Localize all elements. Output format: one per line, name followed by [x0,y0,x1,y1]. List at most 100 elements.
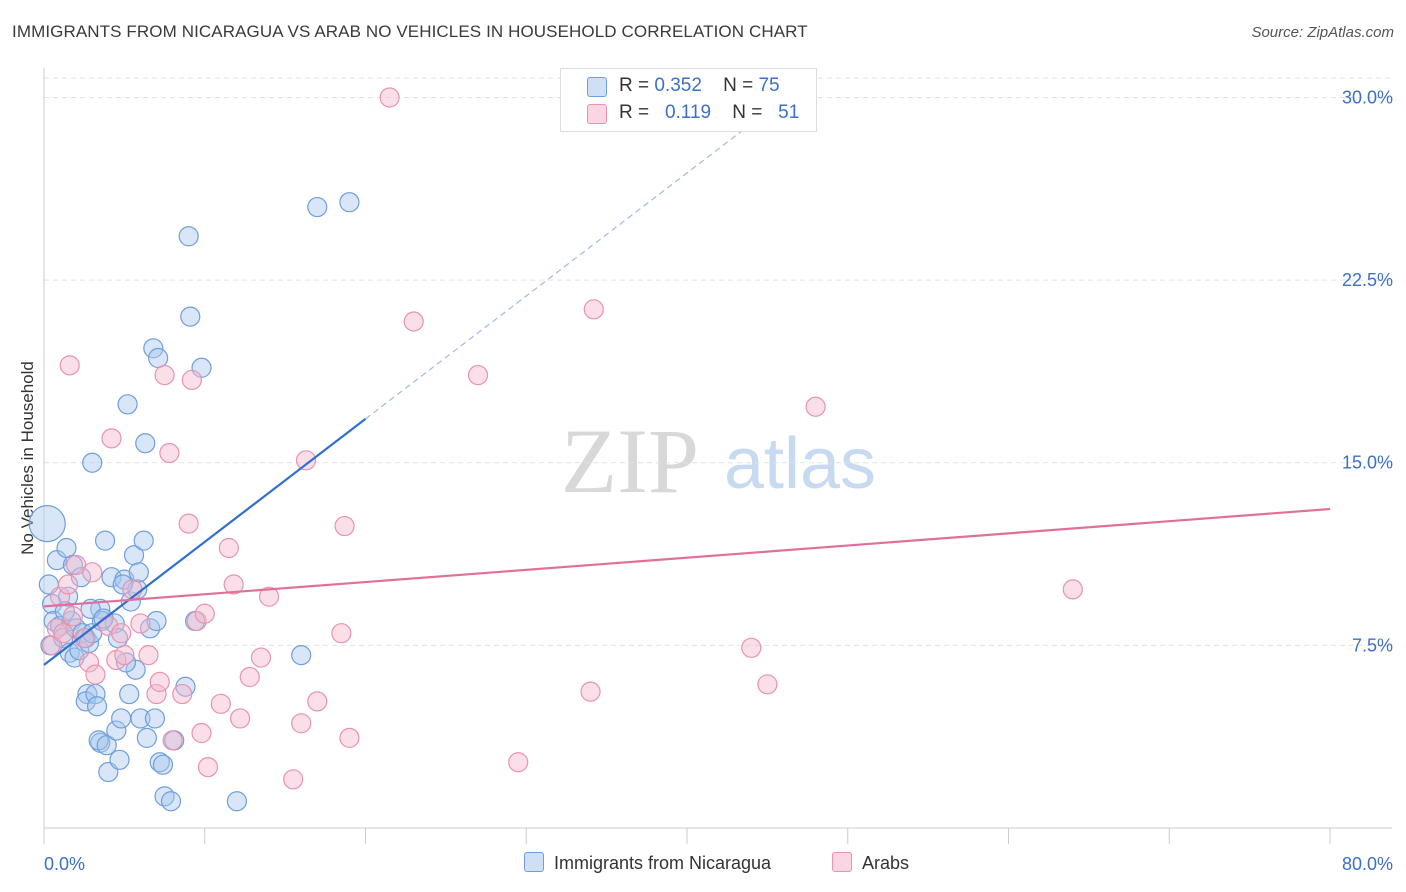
point-nicaragua [178,226,199,247]
point-nicaragua [226,791,247,812]
point-arabs [403,311,424,332]
legend-swatch-blue [587,77,607,97]
point-nicaragua [117,394,138,415]
point-arabs [508,752,529,773]
source-credit: Source: ZipAtlas.com [1251,24,1394,41]
point-arabs [757,674,778,695]
point-arabs [74,627,95,649]
legend-n-value: 51 [778,102,800,123]
point-arabs [580,681,601,702]
axes-layer [43,68,1392,844]
point-arabs [210,693,231,714]
point-arabs [172,683,193,705]
point-arabs [82,562,103,583]
point-nicaragua [160,791,182,812]
point-nicaragua [133,530,154,551]
trend-line-nicaragua [43,418,367,666]
point-arabs [339,727,360,749]
point-nicaragua [307,196,328,218]
bottom-legend-label: Arabs [862,853,910,873]
point-arabs [239,666,260,688]
point-arabs [191,722,212,744]
point-nicaragua [109,749,130,770]
points-layer [28,87,1083,812]
bottom-legend-swatch-blue [524,852,544,872]
y-tick-label: 15.0% [1342,453,1393,473]
point-arabs [741,637,762,658]
point-nicaragua [86,696,108,717]
point-nicaragua [339,192,360,213]
point-arabs [334,515,355,537]
bottom-legend-arabs: Arabs [832,852,909,874]
point-nicaragua [70,567,92,588]
point-arabs [250,647,272,668]
point-arabs [467,364,489,386]
point-nicaragua [28,505,66,543]
point-nicaragua [180,306,201,327]
y-tick-label: 30.0% [1342,87,1393,107]
point-arabs [114,645,135,666]
point-arabs [331,623,352,644]
point-arabs [154,364,175,386]
legend-r-value: 0.119 [664,102,712,123]
legend-n-label: N = [723,75,754,96]
point-arabs [258,586,280,607]
point-nicaragua [130,708,151,729]
bottom-legend-label: Immigrants from Nicaragua [554,853,772,873]
point-arabs [805,396,826,417]
point-nicaragua [152,754,174,775]
point-arabs [149,671,170,692]
point-arabs [59,355,80,376]
legend-n-value: 75 [758,75,780,96]
legend-r-value: 0.352 [654,75,702,96]
bottom-legend-swatch-pink [832,852,852,872]
point-nicaragua [149,752,170,773]
x-tick-label: 0.0% [44,854,85,874]
point-nicaragua [82,452,103,473]
point-arabs [78,652,100,673]
trend-layer [43,111,1331,666]
point-arabs [223,574,244,595]
point-arabs [1062,579,1083,600]
watermark-zip: ZIP [561,410,699,512]
point-arabs [379,87,400,108]
watermark-atlas: atlas [724,424,876,504]
point-nicaragua [128,562,149,583]
point-arabs [146,683,167,705]
point-nicaragua [112,574,133,595]
trend-line-arabs [43,507,1331,608]
point-nicaragua [136,727,157,749]
point-arabs [130,613,151,634]
point-arabs [186,610,207,632]
point-arabs [181,369,202,391]
point-arabs [138,645,159,666]
point-arabs [197,757,219,778]
chart-title: IMMIGRANTS FROM NICARAGUA VS ARAB NO VEH… [12,22,808,41]
point-nicaragua [111,708,132,729]
point-arabs [62,606,84,627]
point-arabs [295,450,317,471]
y-tick-label: 22.5% [1342,270,1393,290]
point-nicaragua [56,537,77,559]
legend-n-label: N = [732,102,763,123]
point-nicaragua [94,530,116,551]
tick-labels-layer: 7.5% 15.0% 22.5% 30.0% 0.0% 80.0% [44,87,1393,874]
point-arabs [194,603,215,624]
point-nicaragua [148,347,169,369]
trend-extension-nicaragua [365,111,768,420]
point-arabs [178,513,199,534]
point-nicaragua [146,610,167,632]
point-nicaragua [144,708,166,729]
point-nicaragua [143,338,164,359]
correlation-legend: R = 0.352 N = 75 R = 0.119 N = 51 [560,68,817,132]
legend-swatch-pink [587,104,607,124]
bottom-legend-nicaragua: Immigrants from Nicaragua [524,852,771,874]
point-nicaragua [96,735,117,756]
point-arabs [291,713,312,734]
point-nicaragua [101,567,122,588]
point-arabs [101,428,122,449]
point-nicaragua [291,645,312,666]
point-nicaragua [106,720,127,741]
point-arabs [159,442,180,464]
point-arabs [218,537,239,559]
